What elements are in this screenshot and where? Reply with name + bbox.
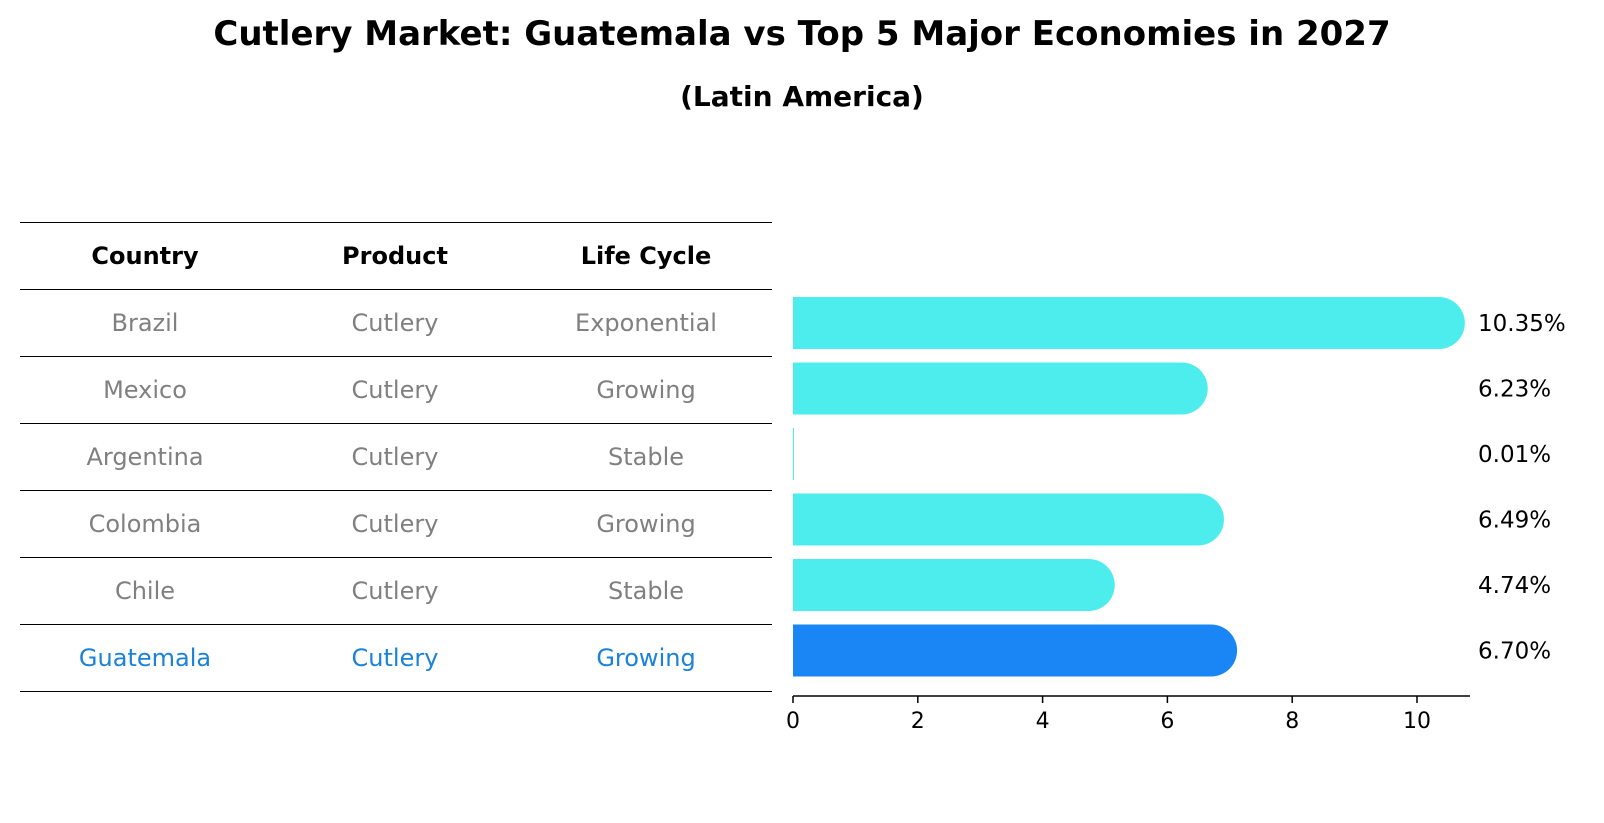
product-cell: Cutlery	[351, 510, 439, 538]
country-cell: Argentina	[86, 443, 204, 471]
country-cell: Brazil	[111, 309, 179, 337]
product-cell: Cutlery	[351, 376, 439, 404]
product-cell: Cutlery	[351, 644, 439, 672]
bar-guatemala	[793, 624, 1212, 677]
life-cycle-cell: Stable	[607, 577, 685, 605]
value-label-brazil: 10.35%	[1478, 311, 1566, 337]
product-cell: Cutlery	[351, 309, 439, 337]
country-cell: Chile	[114, 577, 176, 605]
bar-cap-mexico	[1155, 362, 1208, 415]
header-country: Country	[91, 242, 199, 270]
bar-cap-chile	[1062, 559, 1115, 611]
bar-mexico	[793, 362, 1182, 415]
table-row: Argentina Cutlery Stable	[20, 423, 772, 490]
product-cell: Cutlery	[351, 443, 439, 471]
value-label-chile: 4.74%	[1478, 573, 1551, 599]
bar-cap-guatemala	[1185, 624, 1238, 677]
x-tick-label-6: 6	[1160, 709, 1174, 734]
life-cycle-cell: Stable	[607, 443, 685, 471]
bar-brazil	[793, 297, 1439, 349]
country-cell: Mexico	[103, 376, 187, 404]
header-life-cycle: Life Cycle	[580, 242, 712, 270]
table-row-highlight: Guatemala Cutlery Growing	[20, 624, 772, 692]
value-label-mexico: 6.23%	[1478, 377, 1551, 403]
value-label-colombia: 6.49%	[1478, 508, 1551, 534]
country-table: Country Product Life Cycle Brazil Cutler…	[20, 222, 772, 692]
table-row: Colombia Cutlery Growing	[20, 490, 772, 557]
bar-argentina	[793, 428, 794, 480]
bar-cap-colombia	[1171, 493, 1224, 546]
x-tick-label-0: 0	[786, 709, 800, 734]
life-cycle-cell: Growing	[596, 376, 696, 404]
table-row: Mexico Cutlery Growing	[20, 356, 772, 423]
table-header-row: Country Product Life Cycle	[20, 222, 772, 289]
country-cell: Guatemala	[78, 644, 212, 672]
bar-cap-brazil	[1412, 297, 1465, 349]
value-label-argentina: 0.01%	[1478, 442, 1551, 468]
table-row: Brazil Cutlery Exponential	[20, 289, 772, 356]
x-tick-label-10: 10	[1403, 709, 1431, 734]
life-cycle-cell: Exponential	[575, 309, 717, 337]
x-tick-label-4: 4	[1036, 709, 1050, 734]
chart-title: Cutlery Market: Guatemala vs Top 5 Major…	[213, 14, 1391, 54]
x-tick-label-2: 2	[911, 709, 925, 734]
x-tick-label-8: 8	[1285, 709, 1299, 734]
chart-subtitle: (Latin America)	[680, 80, 924, 113]
bar-chile	[793, 559, 1089, 611]
life-cycle-cell: Growing	[596, 644, 696, 672]
bar-colombia	[793, 493, 1198, 546]
table-row: Chile Cutlery Stable	[20, 557, 772, 624]
value-label-guatemala: 6.70%	[1478, 639, 1551, 665]
product-cell: Cutlery	[351, 577, 439, 605]
header-product: Product	[342, 242, 448, 270]
country-cell: Colombia	[88, 510, 202, 538]
life-cycle-cell: Growing	[596, 510, 696, 538]
